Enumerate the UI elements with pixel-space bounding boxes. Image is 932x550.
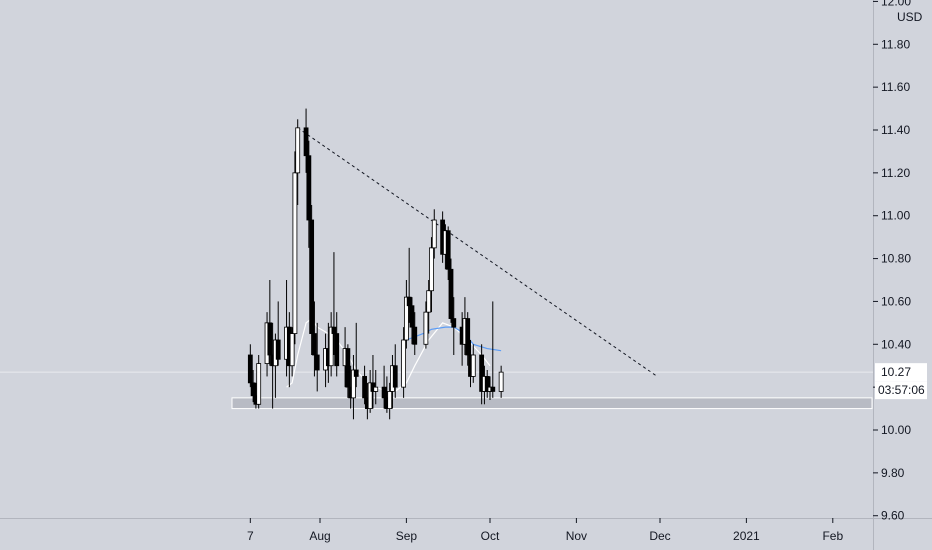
candle[interactable] — [293, 151, 297, 344]
candle-body — [471, 355, 475, 376]
candle-body — [290, 334, 294, 366]
candle-body — [374, 387, 378, 391]
candle-body — [446, 231, 450, 270]
candle[interactable] — [310, 205, 314, 355]
y-tick-label: 10.80 — [881, 252, 911, 266]
y-tick-label: 12.00 — [881, 0, 911, 8]
candle-body — [432, 220, 436, 248]
support-zone[interactable] — [232, 398, 872, 409]
candle-body — [268, 323, 272, 355]
x-tick-label: Aug — [309, 529, 330, 543]
candle-body — [413, 327, 417, 344]
candle-body — [382, 387, 386, 398]
candle-body — [307, 156, 311, 220]
candle-body — [335, 334, 339, 366]
plot-area[interactable] — [0, 0, 873, 518]
y-tick-label: 11.40 — [881, 123, 910, 137]
candle-body — [407, 297, 411, 306]
y-tick-label: 10.60 — [881, 294, 911, 308]
candle-body — [276, 340, 280, 359]
candle-body — [491, 387, 495, 391]
candle-body — [449, 269, 453, 318]
candle-body — [315, 355, 319, 370]
x-tick-label: Feb — [822, 529, 843, 543]
last-price-label: 10.27 — [881, 365, 911, 379]
candle-body — [466, 319, 470, 355]
y-tick-label: 9.60 — [881, 509, 905, 523]
y-tick-label: 11.00 — [881, 209, 910, 223]
y-tick-label: 9.80 — [881, 466, 905, 480]
y-tick-label: 10.00 — [881, 423, 911, 437]
candle-body — [402, 340, 406, 387]
candle-body — [346, 349, 350, 388]
x-tick-label: Sep — [396, 529, 418, 543]
candle-body — [429, 248, 433, 291]
candle-body — [310, 220, 314, 334]
candle-body — [410, 306, 414, 327]
candle-body — [427, 291, 431, 312]
candle-body — [332, 327, 336, 333]
x-tick-label: 2021 — [733, 529, 760, 543]
y-tick-label: 11.80 — [881, 37, 910, 51]
candle-body — [393, 366, 397, 387]
candle-body — [304, 128, 308, 156]
x-tick-label: Dec — [649, 529, 670, 543]
x-tick-label: Oct — [481, 529, 500, 543]
candle-body — [296, 128, 300, 173]
x-tick-label: Nov — [566, 529, 587, 543]
candle-body — [354, 370, 358, 376]
candle-body — [499, 372, 503, 391]
currency-label: USD — [897, 10, 923, 24]
candle-body — [248, 355, 252, 383]
candle-body — [424, 312, 428, 344]
countdown-label: 03:57:06 — [878, 383, 925, 397]
candle-body — [452, 319, 456, 328]
candle-body — [293, 173, 297, 334]
candle-body — [363, 376, 367, 397]
candle-body — [388, 391, 392, 408]
y-tick-label: 10.40 — [881, 337, 911, 351]
candle-body — [312, 334, 316, 355]
y-tick-label: 11.20 — [881, 166, 910, 180]
x-tick-label: 7 — [247, 529, 254, 543]
y-tick-label: 11.60 — [881, 80, 910, 94]
candle-body — [251, 383, 255, 396]
candle-body — [257, 364, 261, 405]
